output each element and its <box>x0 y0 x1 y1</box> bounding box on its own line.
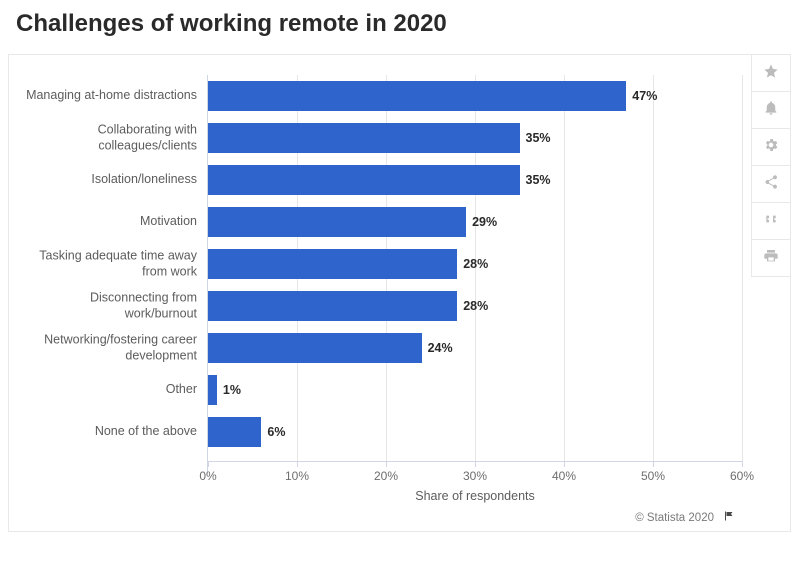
chart-footer: © Statista 2020 <box>635 510 736 525</box>
favorite-button[interactable] <box>751 54 791 92</box>
x-axis-title: Share of respondents <box>208 489 742 503</box>
bell-icon <box>763 100 779 121</box>
gridline <box>653 75 654 461</box>
x-tick-label: 10% <box>285 469 309 483</box>
bar-value-label: 28% <box>457 249 488 279</box>
x-tick-mark <box>742 461 743 467</box>
bar-label: Collaborating with colleagues/clients <box>21 122 197 153</box>
credit-text: © Statista 2020 <box>635 512 714 524</box>
bar-label: Other <box>21 382 197 398</box>
star-icon <box>763 63 779 84</box>
bar-value-label: 6% <box>261 417 285 447</box>
bar[interactable] <box>208 291 457 321</box>
notify-button[interactable] <box>751 91 791 129</box>
bar[interactable] <box>208 165 520 195</box>
bar-label: Motivation <box>21 214 197 230</box>
bar[interactable] <box>208 375 217 405</box>
share-button[interactable] <box>751 165 791 203</box>
citation-button[interactable] <box>751 202 791 240</box>
x-tick-label: 60% <box>730 469 754 483</box>
bar-value-label: 24% <box>422 333 453 363</box>
gear-icon <box>763 137 779 158</box>
page-title: Challenges of working remote in 2020 <box>0 0 799 50</box>
chart-container: Managing at-home distractions Collaborati… <box>8 54 791 532</box>
chart-area: Managing at-home distractions Collaborati… <box>21 75 742 475</box>
plot-area: 0%10%20%30%40%50%60%Share of respondents… <box>207 75 742 475</box>
bar-label: Networking/fostering career development <box>21 332 197 363</box>
bar-value-label: 28% <box>457 291 488 321</box>
flag-icon[interactable] <box>722 510 736 525</box>
bar-label: None of the above <box>21 424 197 440</box>
y-axis-labels: Managing at-home distractions Collaborati… <box>21 75 207 475</box>
bar[interactable] <box>208 123 520 153</box>
x-axis <box>208 461 742 462</box>
settings-button[interactable] <box>751 128 791 166</box>
x-tick-label: 50% <box>641 469 665 483</box>
bar[interactable] <box>208 333 422 363</box>
bar[interactable] <box>208 81 626 111</box>
x-tick-label: 40% <box>552 469 576 483</box>
bar-value-label: 47% <box>626 81 657 111</box>
x-tick-label: 0% <box>199 469 216 483</box>
chart-toolbar <box>751 54 791 276</box>
print-icon <box>763 248 779 269</box>
print-button[interactable] <box>751 239 791 277</box>
share-icon <box>763 174 779 195</box>
gridline <box>564 75 565 461</box>
gridline <box>742 75 743 461</box>
bar[interactable] <box>208 207 466 237</box>
bar-value-label: 29% <box>466 207 497 237</box>
bar-label: Disconnecting from work/burnout <box>21 290 197 321</box>
x-tick-label: 30% <box>463 469 487 483</box>
bar[interactable] <box>208 417 261 447</box>
bar-label: Managing at-home distractions <box>21 88 197 104</box>
quote-icon <box>763 211 779 232</box>
bar-label: Isolation/loneliness <box>21 172 197 188</box>
bar[interactable] <box>208 249 457 279</box>
bar-value-label: 35% <box>520 123 551 153</box>
bar-label: Tasking adequate time away from work <box>21 248 197 279</box>
bar-value-label: 35% <box>520 165 551 195</box>
x-tick-label: 20% <box>374 469 398 483</box>
bar-value-label: 1% <box>217 375 241 405</box>
